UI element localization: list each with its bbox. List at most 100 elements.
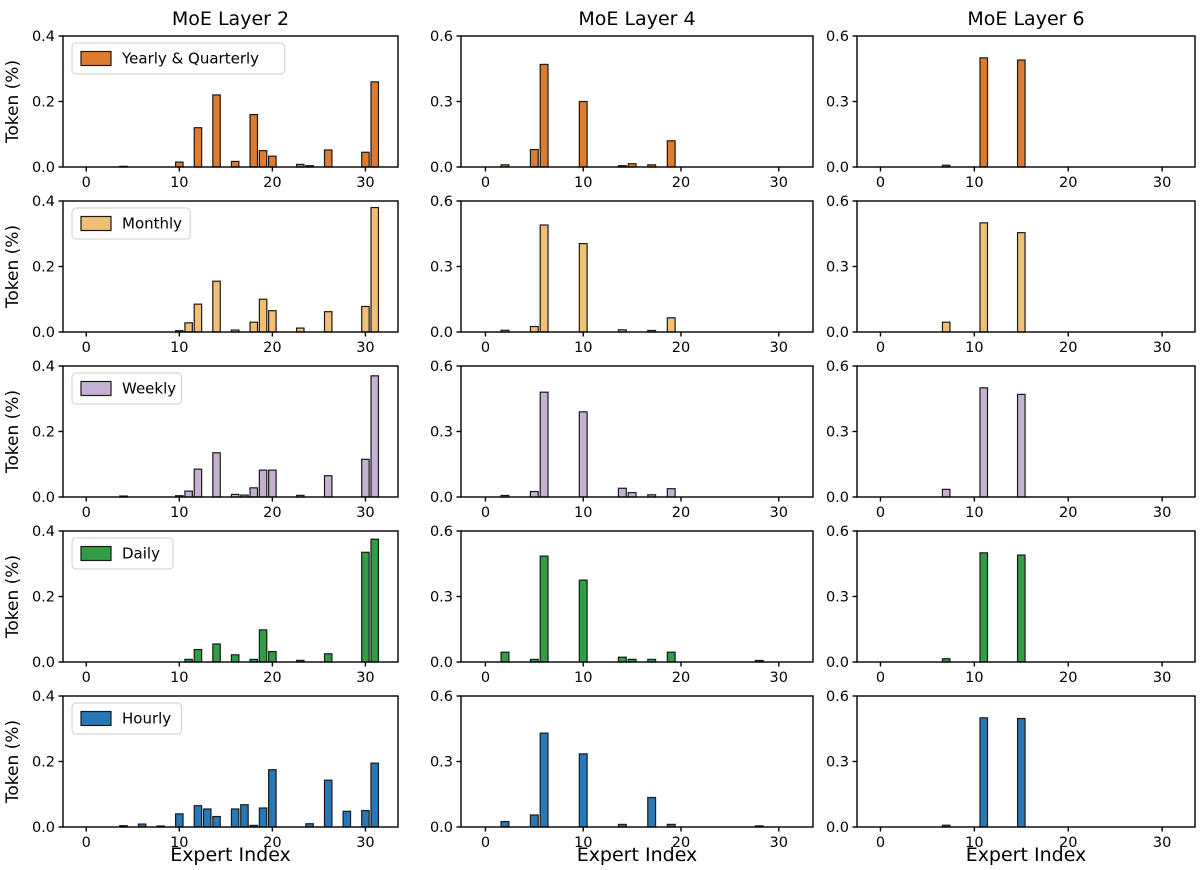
bar [979,57,989,168]
x-tick-label: 30 [356,835,374,851]
x-tick-label: 30 [1153,340,1171,356]
legend-box [71,42,286,75]
x-tick-label: 20 [1059,670,1077,686]
bar [361,810,370,828]
x-tick-label: 20 [672,505,690,521]
bar [323,475,333,498]
bar [941,488,951,498]
bar [342,810,352,828]
plot-frame [460,695,814,828]
bar [539,224,549,333]
bar [1016,554,1026,663]
subplot-weekly-moe-layer-2: 0 10 20 30 0.0 0.2 0.4 Token (%) Weekly [3,359,399,521]
plot-frame [460,35,814,168]
bar [258,807,268,828]
y-tick-label: 0.6 [826,194,849,210]
bar [979,552,989,663]
y-tick-label: 0.0 [430,655,453,671]
bar [1016,59,1026,168]
y-axis-label: Token (%) [3,60,23,144]
y-tick-label: 0.0 [32,820,55,836]
subplot-yearly-quarterly-moe-layer-4: 0 10 20 30 0.0 0.3 0.6 MoE Layer 4 [430,8,814,191]
legend-label: Daily [122,545,160,563]
bar [212,280,221,333]
legend: Monthly [71,207,191,240]
y-tick-label: 0.0 [430,820,453,836]
bar [578,579,588,663]
legend-label: Yearly & Quarterly [121,50,259,68]
x-tick-label: 20 [1059,340,1077,356]
y-tick-label: 0.3 [826,755,849,771]
x-tick-label: 10 [965,835,983,851]
x-tick-label: 0 [876,505,885,521]
x-tick-label: 0 [82,670,91,686]
bar [500,820,510,828]
plot-frame [856,530,1196,663]
legend: Hourly [71,702,183,735]
subplot-daily-moe-layer-2: 0 10 20 30 0.0 0.2 0.4 Token (%) Daily [3,524,399,686]
x-tick-label: 20 [672,670,690,686]
x-tick-label: 30 [770,835,788,851]
x-tick-label: 30 [1153,505,1171,521]
bar [578,753,588,828]
legend-swatch [80,710,112,727]
bar [202,808,212,828]
x-tick-label: 30 [356,340,374,356]
bar [258,298,268,333]
plot-frame [460,530,814,663]
x-tick-label: 0 [481,340,490,356]
bar [361,458,370,498]
x-tick-label: 10 [574,175,592,191]
bar [193,805,203,828]
x-axis-label: Expert Index [170,844,291,866]
bar [249,487,259,498]
y-tick-label: 0.6 [826,524,849,540]
bar [370,762,380,828]
bar [370,375,380,498]
y-tick-label: 0.0 [430,325,453,341]
legend-box [71,207,191,240]
legend-label: Monthly [122,215,182,233]
subplot-weekly-moe-layer-4: 0 10 20 30 0.0 0.3 0.6 [430,359,814,521]
subplot-daily-moe-layer-4: 0 10 20 30 0.0 0.3 0.6 [430,524,814,686]
subplot-monthly-moe-layer-2: 0 10 20 30 0.0 0.2 0.4 Token (%) Monthly [3,194,399,356]
subplot-monthly-moe-layer-6: 0 10 20 30 0.0 0.3 0.6 [826,194,1196,356]
bar [500,651,510,663]
bars [941,222,1026,333]
x-tick-label: 0 [876,670,885,686]
y-tick-label: 0.3 [826,590,849,606]
bars [500,224,676,333]
bar [323,779,333,828]
legend-label: Hourly [122,710,171,728]
y-tick-label: 0.3 [430,95,453,111]
legend-swatch [80,380,112,397]
x-tick-label: 10 [170,340,188,356]
x-tick-label: 30 [1153,835,1171,851]
x-tick-label: 10 [170,505,188,521]
bar [578,100,588,168]
y-tick-label: 0.4 [32,29,55,45]
x-tick-label: 10 [965,505,983,521]
y-tick-label: 0.6 [430,359,453,375]
y-axis-label: Token (%) [3,390,23,474]
bar [230,160,240,168]
legend: Weekly [71,372,183,405]
y-tick-label: 0.0 [32,490,55,506]
bar [979,222,989,333]
bar [258,469,268,498]
x-tick-label: 30 [356,175,374,191]
x-tick-label: 20 [1059,505,1077,521]
y-tick-label: 0.0 [826,820,849,836]
subplot-yearly-quarterly-moe-layer-2: 0 10 20 30 0.0 0.2 0.4 MoE Layer 2 Token (%) Year… [3,8,399,191]
bar [193,127,203,168]
bar [175,813,184,828]
legend-label: Weekly [122,380,176,398]
x-tick-label: 30 [770,175,788,191]
bar [539,555,549,663]
x-tick-label: 30 [770,505,788,521]
x-tick-label: 20 [263,835,281,851]
y-axis-label: Token (%) [3,225,23,309]
x-tick-label: 20 [263,340,281,356]
x-tick-label: 20 [672,175,690,191]
